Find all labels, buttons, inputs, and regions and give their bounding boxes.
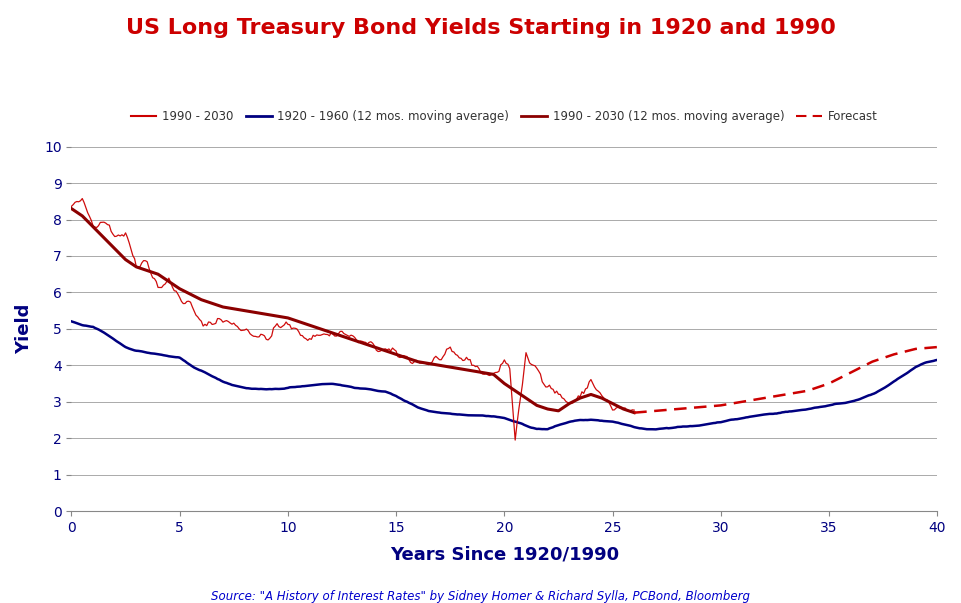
Text: US Long Treasury Bond Yields Starting in 1920 and 1990: US Long Treasury Bond Yields Starting in… [126,18,835,38]
Text: Source: "A History of Interest Rates" by Sidney Homer & Richard Sylla, PCBond, B: Source: "A History of Interest Rates" by… [211,590,750,603]
Legend: 1990 - 2030, 1920 - 1960 (12 mos. moving average), 1990 - 2030 (12 mos. moving a: 1990 - 2030, 1920 - 1960 (12 mos. moving… [126,105,883,128]
Y-axis label: Yield: Yield [15,304,33,354]
X-axis label: Years Since 1920/1990: Years Since 1920/1990 [390,546,619,564]
